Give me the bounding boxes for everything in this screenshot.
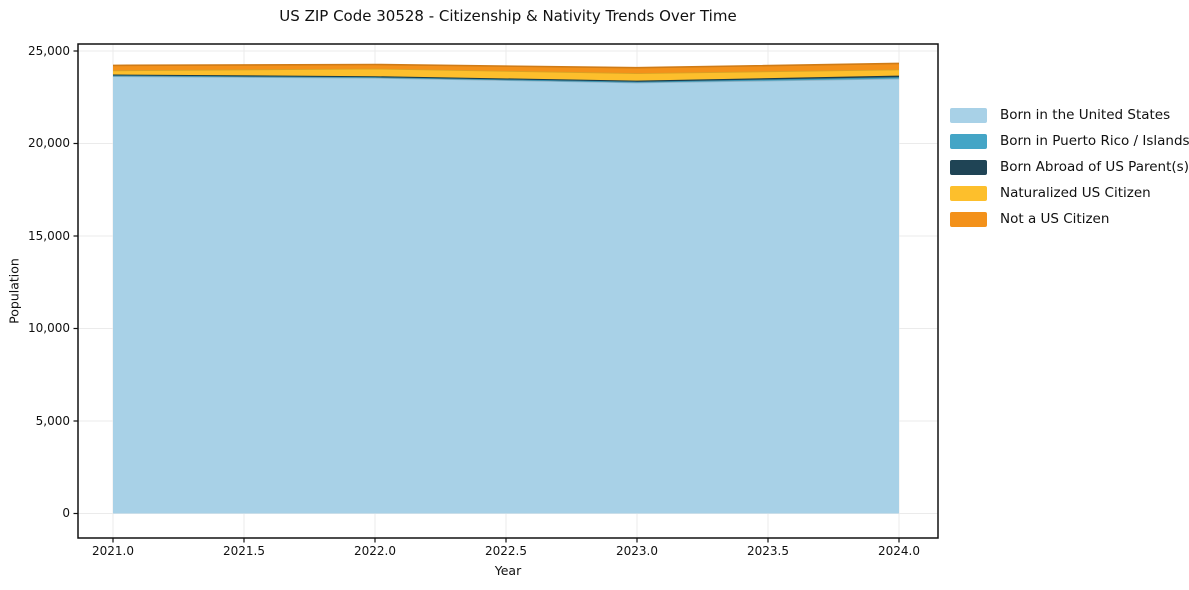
chart-title: US ZIP Code 30528 - Citizenship & Nativi…	[279, 7, 737, 25]
x-tick-label: 2022.0	[354, 544, 396, 558]
legend-item-label: Born in Puerto Rico / Islands	[1000, 133, 1189, 149]
legend: Born in the United States Born in Puerto …	[950, 102, 1189, 232]
legend-item: Born in Puerto Rico / Islands	[950, 128, 1189, 154]
y-tick-label: 5,000	[35, 413, 70, 428]
area-series-5	[113, 63, 899, 74]
legend-swatch-icon	[950, 133, 987, 149]
y-tick-label: 15,000	[28, 228, 70, 243]
y-tick-label: 25,000	[28, 43, 70, 58]
area-series-4	[113, 68, 899, 81]
legend-item-label: Born in the United States	[1000, 107, 1171, 123]
legend-item: Naturalized US Citizen	[950, 180, 1188, 206]
x-tick-label: 2023.0	[616, 544, 658, 558]
x-tick-label: 2021.0	[92, 544, 134, 558]
x-axis-label: Year	[494, 563, 522, 578]
legend-item-label: Naturalized US Citizen	[1000, 185, 1151, 201]
legend-item-label: Not a US Citizen	[1000, 211, 1110, 227]
plot-frame	[77, 43, 939, 539]
legend-item: Born Abroad of US Parent(s)	[950, 154, 1189, 180]
legend-item-label: Born Abroad of US Parent(s)	[1000, 159, 1189, 175]
x-tick-label: 2022.5	[485, 544, 527, 558]
y-axis-label: Population	[6, 258, 22, 324]
x-tick-label: 2024.0	[878, 544, 920, 558]
area-series-1	[113, 76, 899, 514]
legend-item: Not a US Citizen	[950, 206, 1188, 232]
y-tick-label: 10,000	[28, 321, 70, 335]
area-edge-series-5	[112, 62, 900, 69]
y-tick-label: 20,000	[28, 136, 70, 150]
legend-swatch-icon	[950, 159, 987, 175]
x-tick-label: 2021.5	[223, 544, 265, 558]
legend-swatch-icon	[950, 107, 987, 123]
x-tick-label: 2023.5	[747, 544, 789, 558]
legend-item: Born in the United States	[950, 102, 1188, 128]
legend-swatch-icon	[950, 185, 987, 201]
y-tick-label: 0	[62, 506, 70, 520]
legend-swatch-icon	[950, 211, 987, 227]
